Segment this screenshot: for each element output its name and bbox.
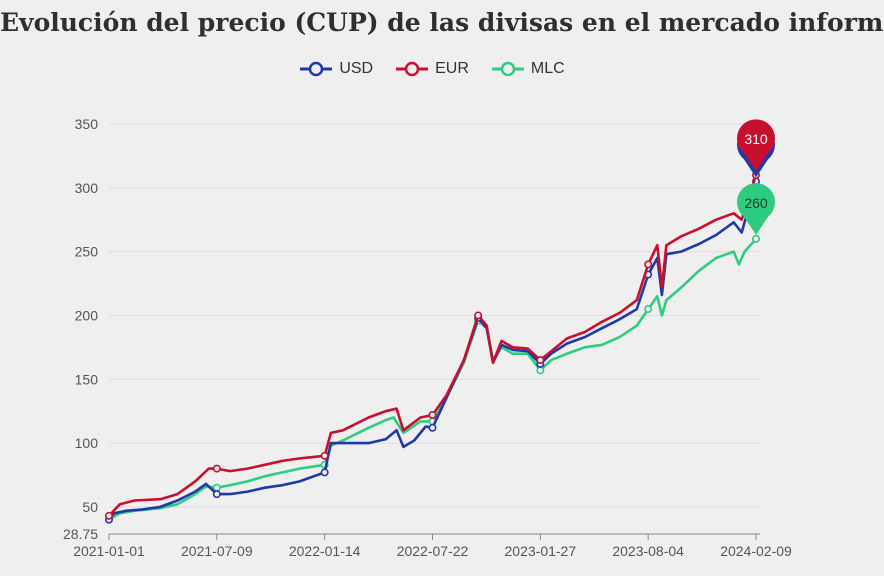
data-point-eur-7	[212, 464, 221, 473]
chart-title: Evolución del precio (CUP) de las divisa…	[0, 8, 884, 37]
series-line-usd	[107, 181, 758, 521]
x-tick-label-3: 2022-07-22	[397, 543, 469, 559]
legend-item-usd[interactable]: USD	[299, 60, 373, 78]
x-tick-label-6: 2024-02-09	[720, 543, 792, 559]
legend-label-eur: EUR	[435, 60, 469, 77]
y-tick-label-4: 200	[75, 307, 99, 323]
data-point-eur-13	[320, 451, 329, 460]
data-point-eur-21	[428, 410, 437, 419]
data-point-eur-0	[105, 511, 114, 520]
x-tick-label-4: 2023-01-27	[505, 543, 577, 559]
y-tick-label-5: 250	[75, 244, 99, 260]
x-tick-label-5: 2023-08-04	[612, 543, 684, 559]
x-tick-label-0: 2021-01-01	[73, 543, 145, 559]
legend: USD EUR MLC	[0, 60, 864, 78]
data-point-mlc-47	[751, 234, 760, 243]
y-tick-label-1: 50	[82, 499, 98, 515]
data-point-eur-24	[474, 311, 483, 320]
legend-label-usd: USD	[339, 60, 374, 77]
legend-label-mlc: MLC	[530, 60, 565, 77]
data-point-usd-23	[428, 423, 437, 432]
data-point-usd-14	[320, 468, 329, 477]
end-pin-shape-eur	[736, 119, 776, 172]
y-tick-label-6: 300	[75, 180, 99, 196]
end-label-eur: 310	[744, 131, 768, 147]
y-tick-label-3: 150	[75, 371, 99, 387]
end-pin-mlc: 260	[736, 183, 776, 235]
data-point-mlc-37	[644, 305, 653, 314]
y-tick-label-0: 28.75	[63, 526, 98, 542]
data-point-eur-37	[644, 260, 653, 269]
legend-swatch-eur	[396, 61, 429, 77]
data-point-mlc-7	[212, 483, 221, 492]
end-label-mlc: 260	[744, 195, 768, 211]
data-point-eur-30	[536, 356, 545, 365]
legend-swatch-mlc	[491, 61, 524, 77]
legend-swatch-usd	[300, 61, 333, 77]
legend-item-eur[interactable]: EUR	[395, 60, 469, 78]
series-line-eur	[108, 174, 758, 517]
data-point-usd-8	[212, 490, 221, 499]
legend-item-mlc[interactable]: MLC	[491, 60, 565, 78]
x-tick-label-2: 2022-01-14	[289, 543, 361, 559]
end-pin-eur: 310	[736, 119, 776, 172]
y-tick-label-7: 350	[75, 116, 99, 132]
y-tick-label-2: 100	[75, 435, 99, 451]
x-tick-label-1: 2021-07-09	[181, 543, 253, 559]
data-point-mlc-30	[536, 366, 545, 375]
end-pin-shape-mlc	[736, 183, 776, 235]
